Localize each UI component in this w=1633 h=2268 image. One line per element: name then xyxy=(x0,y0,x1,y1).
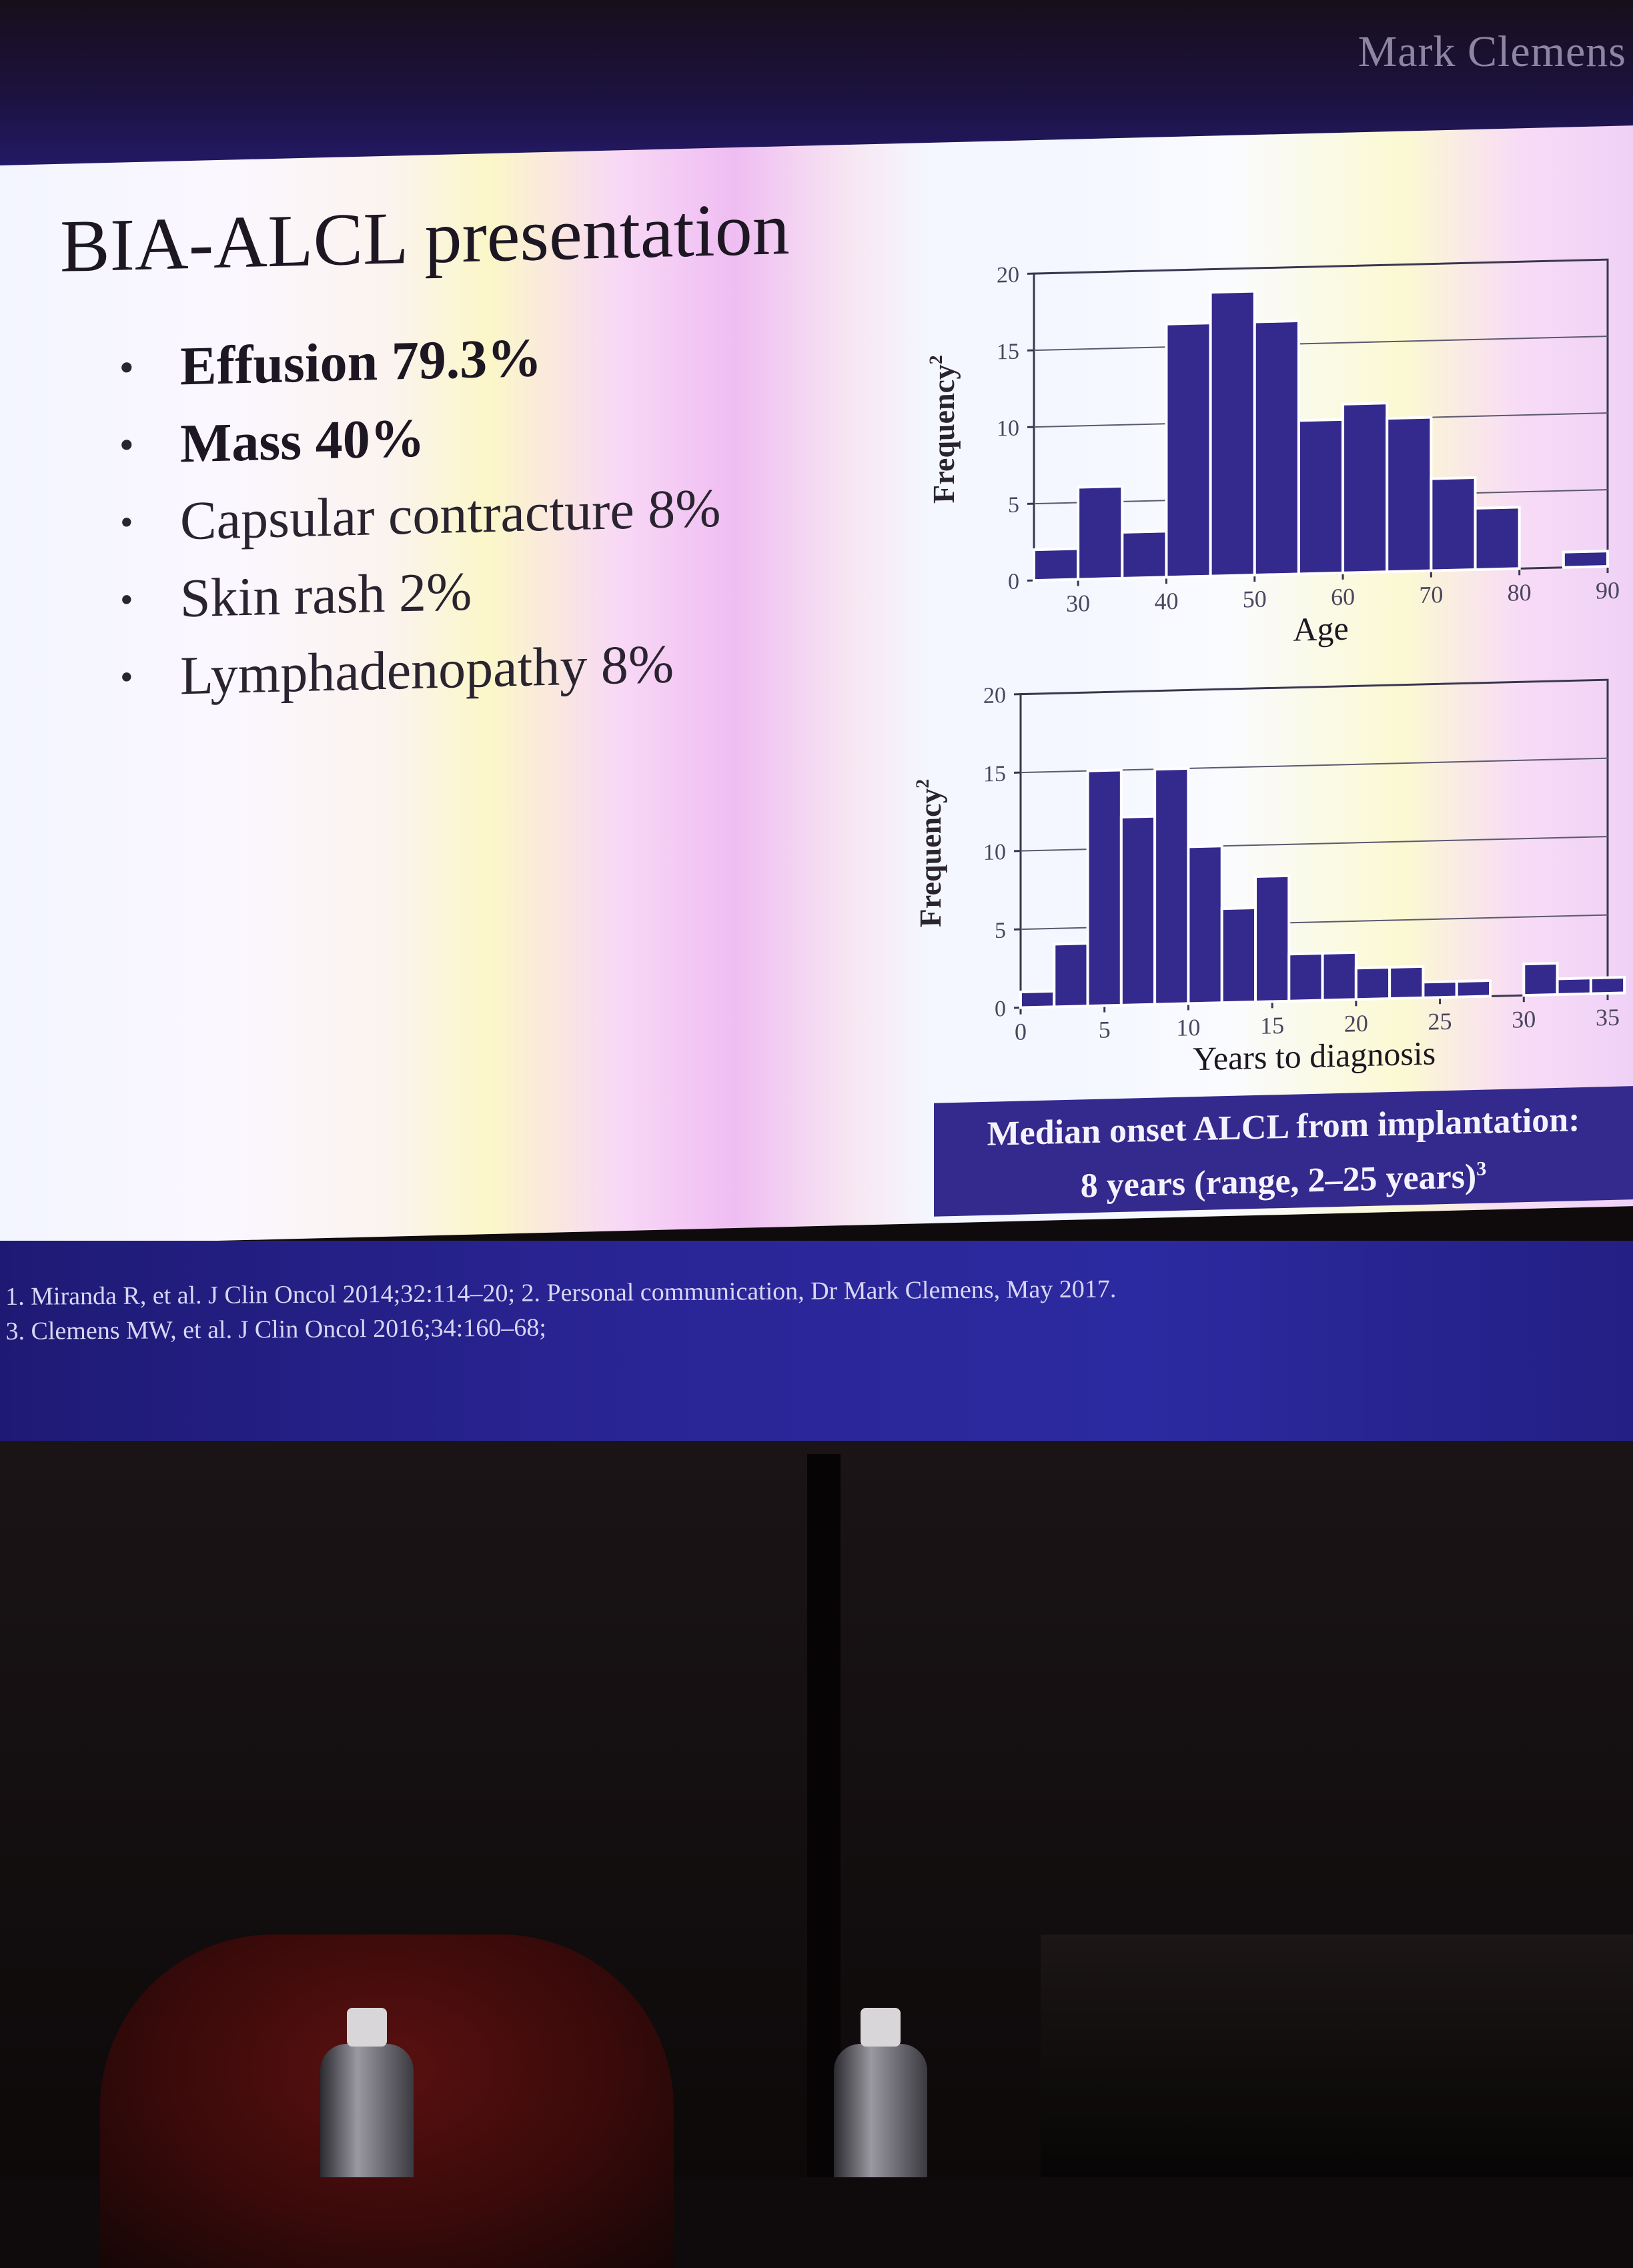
x-tick-label: 15 xyxy=(1260,1012,1284,1039)
histogram-bar xyxy=(1166,323,1210,577)
histogram-bar xyxy=(1558,978,1591,995)
slide-content: BIA-ALCL presentation Effusion 79.3% Mas… xyxy=(0,125,1633,1246)
bullet-item: Lymphadenopathy 8% xyxy=(120,624,721,716)
histogram-bar xyxy=(1289,953,1322,1001)
histogram-bar xyxy=(1155,768,1188,1005)
x-tick-label: 60 xyxy=(1331,583,1355,610)
x-tick-label: 30 xyxy=(1512,1006,1536,1033)
y-axis-label-sup: 2 xyxy=(926,355,947,365)
y-tick-label: 10 xyxy=(997,416,1019,442)
histogram-bar xyxy=(1390,967,1423,999)
histogram-bar xyxy=(1323,953,1356,1001)
x-axis-label: Years to diagnosis xyxy=(1193,1034,1436,1077)
bottle-cap xyxy=(861,2008,901,2047)
references: 1. Miranda R, et al. J Clin Oncol 2014;3… xyxy=(5,1271,1117,1349)
slide-title: BIA-ALCL presentation xyxy=(60,186,790,290)
y-tick-label: 20 xyxy=(983,683,1006,708)
presenter-name: Mark Clemens xyxy=(1358,27,1626,77)
x-tick-label: 80 xyxy=(1508,579,1532,606)
x-tick-label: 0 xyxy=(1015,1018,1027,1045)
water-bottle xyxy=(320,2044,414,2177)
y-tick-label: 0 xyxy=(1008,570,1019,594)
histogram-bar xyxy=(1034,549,1078,581)
x-axis-label: Age xyxy=(1293,610,1348,648)
x-tick-label: 5 xyxy=(1099,1016,1111,1043)
y-tick-label: 0 xyxy=(995,997,1006,1021)
y-tick-label: 5 xyxy=(995,919,1006,943)
y-tick-label: 5 xyxy=(1008,493,1019,518)
histogram-bar xyxy=(1431,478,1475,571)
histogram-bar xyxy=(1088,770,1121,1006)
bullet-item: Mass 40% xyxy=(120,392,721,484)
x-tick-label: 10 xyxy=(1176,1014,1200,1041)
histogram-bar xyxy=(1564,551,1608,568)
histogram-bar xyxy=(1343,403,1387,573)
y-tick-label: 15 xyxy=(983,762,1006,787)
x-tick-label: 35 xyxy=(1596,1004,1620,1031)
x-tick-label: 25 xyxy=(1428,1008,1452,1035)
histogram-bar xyxy=(1255,876,1289,1002)
water-bottle xyxy=(834,2044,927,2177)
histogram-bar xyxy=(1121,816,1155,1005)
histogram-bar xyxy=(1356,967,1390,999)
histogram-bar xyxy=(1222,908,1255,1003)
histogram-bar xyxy=(1476,507,1520,570)
bullet-item: Effusion 79.3% xyxy=(120,315,721,407)
bullet-item: Capsular contracture 8% xyxy=(120,470,721,562)
y-axis-label: Frequency2 xyxy=(913,778,947,928)
podium xyxy=(1041,1934,1633,2177)
x-tick-label: 30 xyxy=(1066,590,1090,617)
histogram-bar xyxy=(1078,486,1122,580)
histogram-bar xyxy=(1188,846,1221,1003)
x-tick-label: 50 xyxy=(1243,586,1267,613)
y-axis-label-sup: 2 xyxy=(913,778,933,788)
y-tick-label: 15 xyxy=(997,340,1019,365)
histogram-bar xyxy=(1524,963,1557,995)
histogram-bar xyxy=(1021,991,1054,1008)
x-tick-label: 20 xyxy=(1344,1010,1368,1037)
years-to-diagnosis-histogram: 0 5 10 15 20 0 5 10 15 20 25 30 35 Years to diagnosis… xyxy=(867,646,1633,1105)
histogram-bar xyxy=(1387,418,1431,572)
y-axis-label: Frequency2 xyxy=(926,354,961,504)
median-onset-callout: Median onset ALCL from implantation: 8 y… xyxy=(934,1086,1633,1217)
gridline xyxy=(1034,336,1608,350)
histogram-bar xyxy=(1122,531,1166,578)
bottle-cap xyxy=(347,2008,387,2047)
histogram-bar xyxy=(1299,420,1343,574)
callout-superscript: 3 xyxy=(1476,1158,1486,1180)
x-tick-label: 40 xyxy=(1154,588,1178,615)
x-tick-label: 70 xyxy=(1419,581,1443,608)
bullet-list: Effusion 79.3% Mass 40% Capsular contrac… xyxy=(120,315,721,716)
x-tick-label: 90 xyxy=(1596,577,1620,604)
slide: BIA-ALCL presentation Effusion 79.3% Mas… xyxy=(0,125,1633,1246)
histogram-bar xyxy=(1255,321,1299,575)
age-histogram: 0 5 10 15 20 30 40 50 60 70 80 90 Age Frequency2 xyxy=(867,225,1633,671)
y-tick-label: 10 xyxy=(983,840,1006,865)
bullet-item: Skin rash 2% xyxy=(120,547,721,639)
histogram-bar xyxy=(1211,292,1255,576)
histogram-bar xyxy=(1457,981,1490,997)
histogram-bar xyxy=(1054,943,1087,1007)
histogram-bar xyxy=(1423,981,1456,998)
histogram-bar xyxy=(1591,977,1624,994)
y-tick-label: 20 xyxy=(997,263,1019,288)
